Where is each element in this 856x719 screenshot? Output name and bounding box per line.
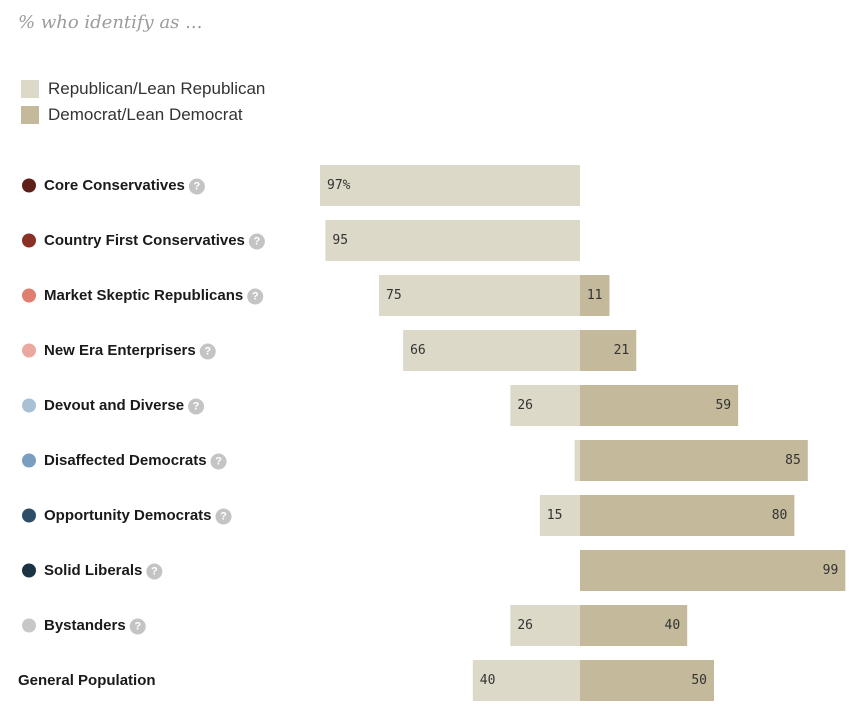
- bar-democrat: [580, 550, 846, 591]
- bar-republican: [510, 385, 580, 426]
- segment-marker-dot: [22, 233, 36, 248]
- bar-label-republican: 26: [517, 398, 533, 413]
- question-mark-icon-glyph: ?: [134, 621, 141, 633]
- bar-democrat: [580, 385, 739, 426]
- bar-label-democrat: 99: [823, 563, 839, 578]
- category-label: Market Skeptic Republicans: [44, 287, 243, 304]
- segment-marker-dot: [22, 508, 36, 523]
- bar-republican: [539, 495, 580, 536]
- legend-label-democrat: Democrat/Lean Democrat: [48, 105, 243, 124]
- bar-label-democrat: 80: [772, 508, 788, 523]
- bar-republican: [472, 660, 580, 701]
- question-mark-icon-glyph: ?: [204, 346, 211, 358]
- question-mark-icon[interactable]: [188, 178, 205, 195]
- legend: Republican/Lean Republican Democrat/Lean…: [21, 76, 265, 128]
- segment-marker-dot: [22, 178, 36, 193]
- bar-label-democrat: 40: [665, 618, 681, 633]
- bar-label-democrat: 85: [785, 453, 801, 468]
- bar-label-republican: 75: [386, 288, 402, 303]
- category-label: Disaffected Democrats: [44, 452, 207, 469]
- bar-label-republican: 15: [547, 508, 563, 523]
- bar-label-democrat: 50: [691, 673, 707, 688]
- bar-label-republican: 97%: [327, 178, 351, 193]
- bar-republican: [574, 440, 580, 481]
- legend-swatch-republican: [21, 80, 39, 98]
- segment-marker-dot: [22, 398, 36, 413]
- bar-democrat: [580, 275, 610, 316]
- question-mark-icon[interactable]: [248, 233, 265, 250]
- bar-label-democrat: 11: [587, 288, 603, 303]
- question-mark-icon[interactable]: [215, 508, 232, 525]
- legend-item-republican: Republican/Lean Republican: [21, 76, 265, 102]
- bar-democrat: [580, 330, 637, 371]
- bar-democrat: [580, 440, 808, 481]
- question-mark-icon-glyph: ?: [254, 236, 261, 248]
- bar-label-republican: 40: [480, 673, 496, 688]
- category-label: Country First Conservatives: [44, 232, 245, 249]
- bar-republican: [379, 275, 580, 316]
- bar-label-republican: 95: [332, 233, 348, 248]
- question-mark-icon-glyph: ?: [194, 181, 201, 193]
- question-mark-icon-glyph: ?: [220, 511, 227, 523]
- question-mark-icon[interactable]: [210, 453, 227, 470]
- bar-democrat: [580, 605, 688, 646]
- category-label: Bystanders: [44, 617, 126, 634]
- segment-marker-dot: [22, 563, 36, 578]
- question-mark-icon[interactable]: [188, 398, 205, 415]
- category-label: Devout and Diverse: [44, 397, 184, 414]
- segment-marker-dot: [22, 618, 36, 633]
- question-mark-icon[interactable]: [146, 563, 163, 580]
- question-mark-icon[interactable]: [247, 288, 264, 305]
- chart-subtitle: % who identify as ...: [18, 12, 203, 33]
- bar-republican: [403, 330, 580, 371]
- bar-label-republican: 66: [410, 343, 426, 358]
- category-label: Solid Liberals: [44, 562, 142, 579]
- bar-republican: [325, 220, 580, 261]
- segment-marker-dot: [22, 453, 36, 468]
- segment-marker-dot: [22, 343, 36, 358]
- bar-label-democrat: 59: [715, 398, 731, 413]
- bar-label-republican: 26: [517, 618, 533, 633]
- question-mark-icon-glyph: ?: [252, 291, 259, 303]
- bar-label-democrat: 21: [614, 343, 630, 358]
- bar-republican: [510, 605, 580, 646]
- bar-democrat: [580, 495, 795, 536]
- category-label: New Era Enterprisers: [44, 342, 196, 359]
- category-label: Core Conservatives: [44, 177, 185, 194]
- legend-label-republican: Republican/Lean Republican: [48, 79, 266, 98]
- legend-item-democrat: Democrat/Lean Democrat: [21, 102, 265, 128]
- question-mark-icon[interactable]: [199, 343, 216, 360]
- legend-swatch-democrat: [21, 106, 39, 124]
- bar-democrat: [580, 660, 714, 701]
- bar-republican: [320, 165, 580, 206]
- category-label: General Population: [18, 672, 156, 689]
- segment-marker-dot: [22, 288, 36, 303]
- question-mark-icon-glyph: ?: [193, 401, 200, 413]
- question-mark-icon-glyph: ?: [215, 456, 222, 468]
- question-mark-icon[interactable]: [129, 618, 146, 635]
- category-label: Opportunity Democrats: [44, 507, 212, 524]
- question-mark-icon-glyph: ?: [151, 566, 158, 578]
